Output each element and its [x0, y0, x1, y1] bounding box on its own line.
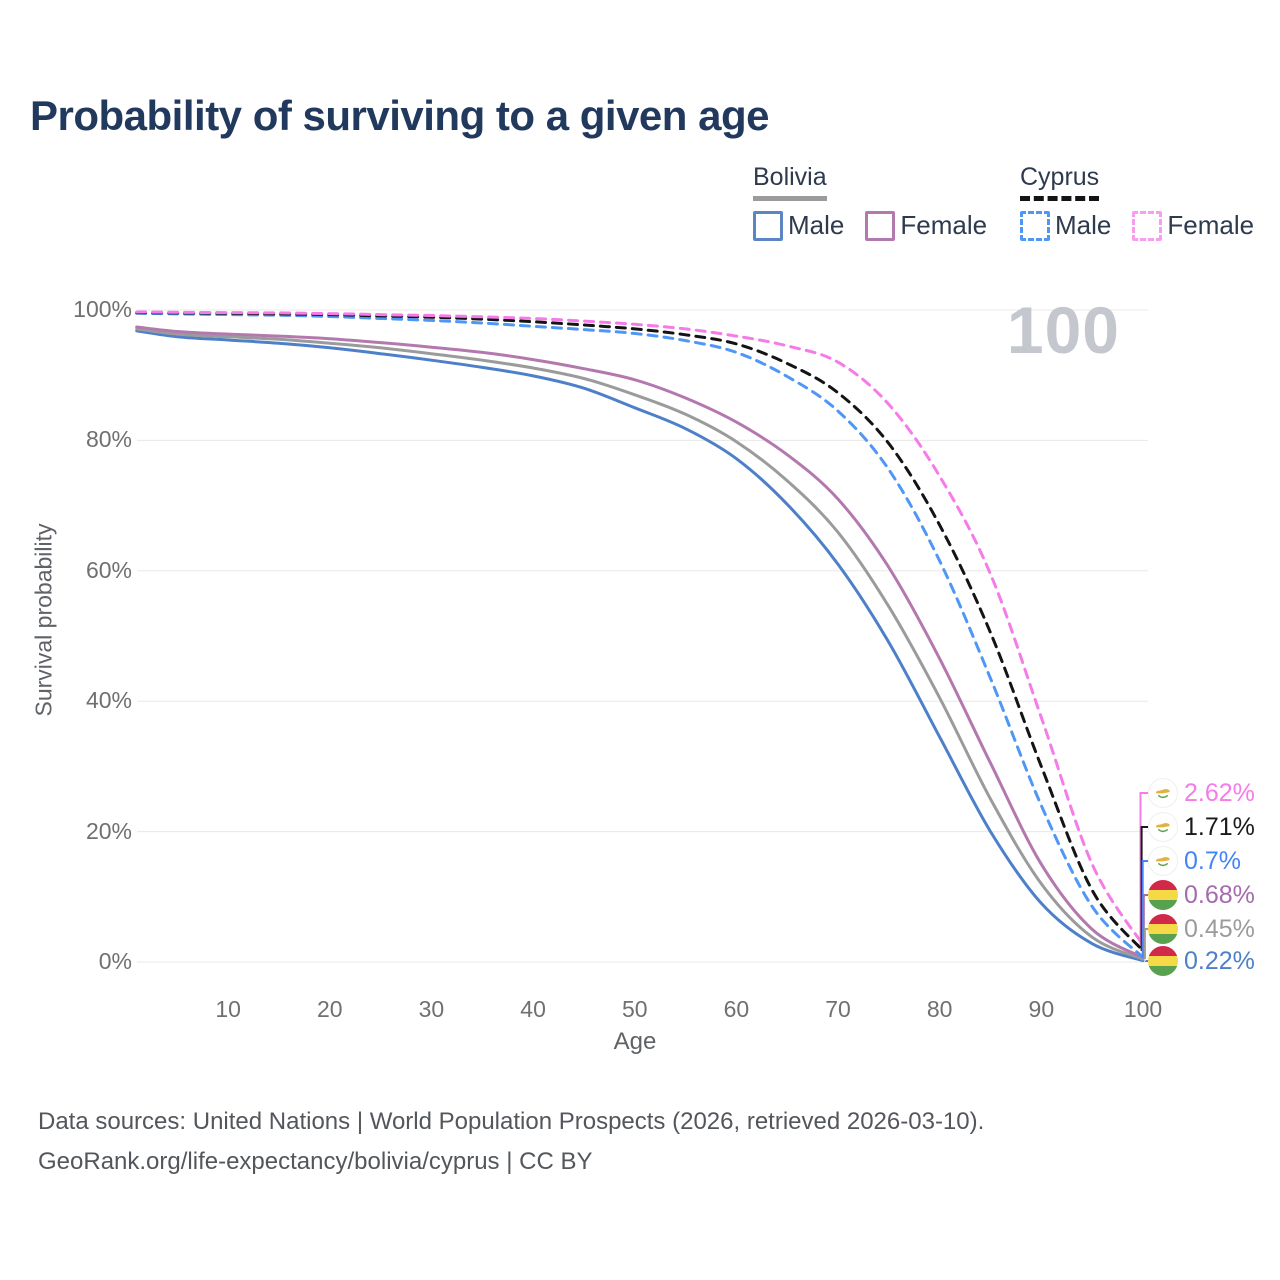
end-label-value: 0.22%: [1184, 946, 1255, 975]
x-tick-label: 70: [825, 996, 851, 1022]
bolivia-female-checkbox-icon[interactable]: [865, 210, 896, 241]
x-tick-label: 10: [215, 996, 241, 1022]
bolivia-flag-icon: [1148, 914, 1178, 944]
page-title: Probability of surviving to a given age: [30, 92, 769, 139]
legend-country-bolivia[interactable]: Bolivia: [753, 163, 827, 201]
series-line-cyprus-male[interactable]: [135, 311, 1145, 959]
x-tick-label: 90: [1028, 996, 1055, 1022]
series-line-bolivia-female[interactable]: [135, 325, 1145, 960]
end-label-bolivia: 0.45%: [1148, 913, 1255, 945]
age-watermark: 100: [1006, 293, 1120, 367]
end-label-value: 0.68%: [1184, 880, 1255, 909]
end-label-cyprus-female: 2.62%: [1148, 777, 1255, 809]
x-tick-label: 50: [621, 996, 648, 1022]
end-label-bolivia-female: 0.68%: [1148, 879, 1255, 911]
data-sources-line: Data sources: United Nations | World Pop…: [38, 1108, 985, 1135]
leader-line-cyprus-female: [1139, 792, 1150, 945]
legend-item-bolivia-female[interactable]: Female: [865, 210, 987, 241]
y-tick-label: 60%: [85, 556, 132, 583]
leader-line-bolivia-female: [1142, 894, 1150, 958]
bolivia-flag-icon: [1148, 946, 1178, 976]
cyprus-male-checkbox-icon[interactable]: [1020, 210, 1050, 241]
legend-label: Female: [1167, 210, 1255, 240]
y-tick-label: 0%: [98, 948, 132, 974]
x-tick-label: 20: [317, 996, 343, 1022]
legend-group-cyprus: Cyprus Male Female: [1020, 163, 1254, 241]
end-label-value: 2.62%: [1184, 778, 1255, 807]
x-tick-label: 40: [520, 996, 546, 1022]
series-line-bolivia[interactable]: [135, 327, 1145, 961]
end-label-value: 0.45%: [1184, 914, 1255, 943]
x-axis-title: Age: [613, 1028, 657, 1055]
legend-item-cyprus-female[interactable]: Female: [1132, 210, 1254, 241]
y-tick-label: 40%: [85, 687, 132, 714]
x-tick-label: 60: [723, 996, 750, 1022]
legend-country-cyprus[interactable]: Cyprus: [1020, 163, 1100, 201]
y-tick-label: 20%: [85, 817, 132, 844]
x-tick-label: 80: [926, 996, 953, 1022]
x-tick-label: 30: [418, 996, 445, 1022]
leader-line-cyprus-male: [1141, 860, 1150, 958]
cyprus-flag-icon: [1148, 846, 1178, 876]
series-line-cyprus[interactable]: [135, 311, 1145, 953]
cyprus-flag-icon: [1148, 812, 1178, 842]
legend-items-bolivia: Male Female: [753, 210, 987, 241]
legend-label: Male: [788, 210, 845, 240]
y-axis-title: Survival probability: [30, 523, 57, 717]
legend-group-bolivia: Bolivia Male Female: [753, 163, 987, 241]
legend-label: Female: [900, 210, 988, 240]
end-label-value: 0.7%: [1184, 846, 1241, 875]
end-label-bolivia-male: 0.22%: [1148, 945, 1255, 977]
end-label-value: 1.71%: [1184, 812, 1255, 841]
series-line-bolivia-male[interactable]: [135, 329, 1145, 963]
bolivia-flag-icon: [1148, 880, 1178, 910]
leader-line-cyprus: [1140, 826, 1150, 951]
x-tick-label: 100: [1123, 996, 1163, 1022]
bolivia-male-checkbox-icon[interactable]: [753, 210, 783, 241]
legend-items-cyprus: Male Female: [1020, 210, 1254, 241]
attribution-line: GeoRank.org/life-expectancy/bolivia/cypr…: [38, 1148, 593, 1175]
end-label-cyprus-male: 0.7%: [1148, 845, 1241, 877]
y-tick-label: 100%: [73, 296, 132, 322]
legend-item-bolivia-male[interactable]: Male: [753, 210, 844, 241]
series-line-cyprus-female[interactable]: [135, 310, 1145, 947]
y-tick-label: 80%: [85, 426, 132, 453]
end-label-cyprus: 1.71%: [1148, 811, 1255, 843]
legend-item-cyprus-male[interactable]: Male: [1020, 210, 1111, 241]
cyprus-flag-icon: [1148, 778, 1178, 808]
legend-label: Male: [1055, 210, 1112, 240]
cyprus-female-checkbox-icon[interactable]: [1132, 210, 1163, 241]
